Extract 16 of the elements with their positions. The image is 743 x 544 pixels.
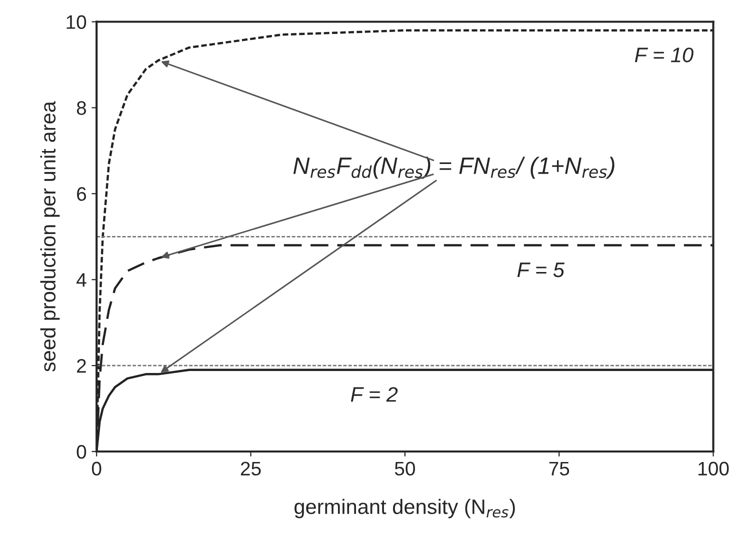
annotation: F = 2 (350, 387, 398, 402)
x-tick-label: 50 (394, 462, 415, 476)
annotation: F = 10 (634, 48, 694, 62)
y-tick-label: 6 (77, 187, 86, 201)
y-tick-label: 10 (66, 15, 86, 29)
y-tick-label: 0 (76, 444, 86, 459)
y-axis-title: seed production per unit area (40, 101, 60, 372)
x-tick-label: 25 (240, 462, 261, 476)
x-tick-label: 75 (549, 462, 570, 476)
x-tick-label: 100 (698, 462, 729, 476)
x-axis-title: germinant density (N$_{res}$) (294, 498, 515, 518)
annotation: F = 5 (517, 262, 565, 278)
y-tick-label: 4 (76, 273, 86, 287)
y-tick-label: 8 (76, 101, 86, 115)
y-tick-label: 2 (77, 359, 86, 373)
x-tick-label: 0 (92, 462, 102, 476)
